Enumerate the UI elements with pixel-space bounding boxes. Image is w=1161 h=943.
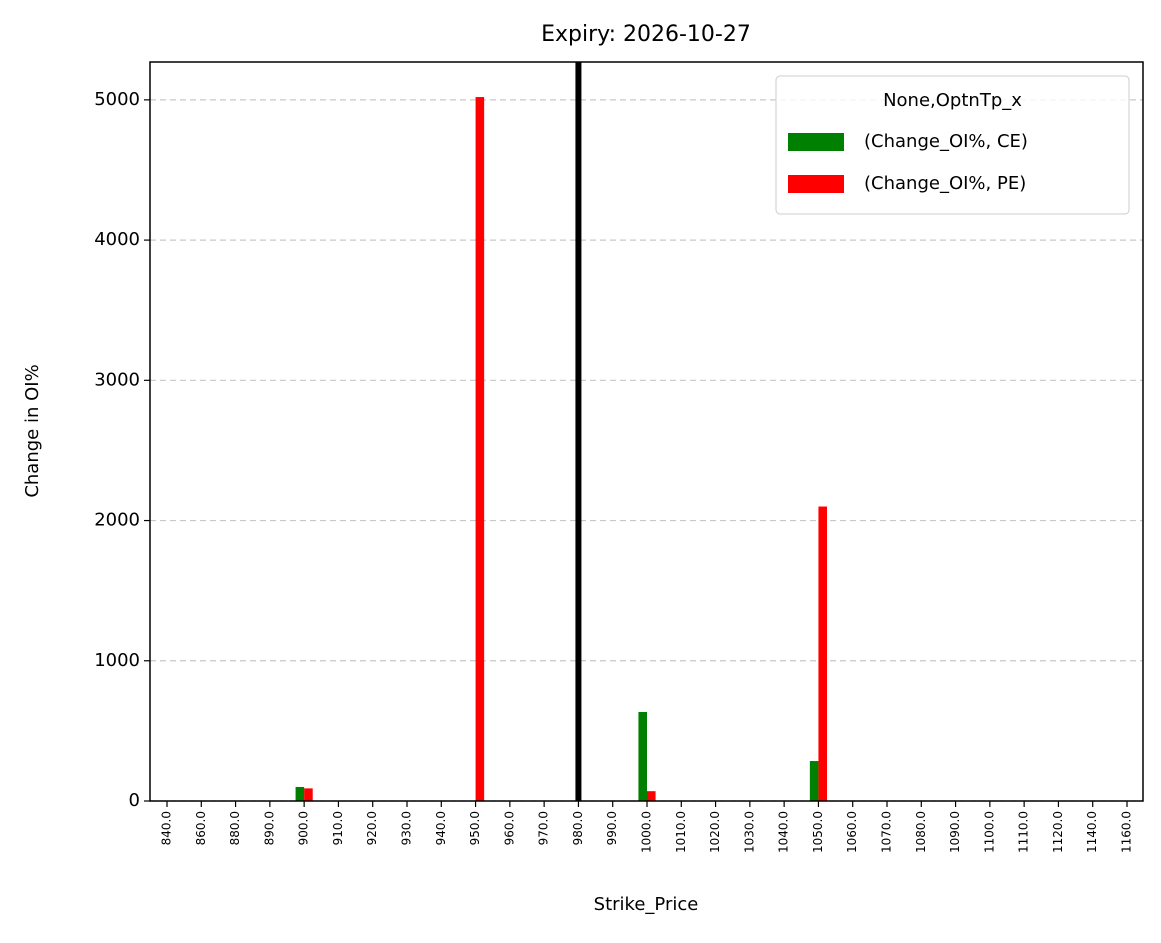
- y-tick-label: 4000: [94, 229, 140, 250]
- x-tick-label: 1010.0: [674, 811, 688, 853]
- bar: [638, 711, 647, 801]
- x-tick-label: 950.0: [468, 811, 482, 845]
- legend-title: None,OptnTp_x: [883, 90, 1022, 111]
- x-tick-label: 1100.0: [982, 811, 996, 853]
- x-tick-label: 980.0: [571, 811, 585, 845]
- y-axis-label: Change in OI%: [22, 364, 43, 497]
- bar: [818, 506, 827, 801]
- y-tick-label: 1000: [94, 650, 140, 671]
- x-tick-label: 990.0: [605, 811, 619, 845]
- x-tick-label: 1140.0: [1085, 811, 1099, 853]
- x-tick-label: 970.0: [537, 811, 551, 845]
- x-tick-label: 1020.0: [708, 811, 722, 853]
- x-tick-label: 920.0: [365, 811, 379, 845]
- legend: None,OptnTp_x (Change_OI%, CE) (Change_OI%…: [775, 75, 1130, 215]
- x-tick-label: 910.0: [331, 811, 345, 845]
- legend-swatch: [788, 133, 844, 151]
- y-tick-label: 5000: [94, 89, 140, 110]
- x-axis-label: Strike_Price: [594, 894, 699, 915]
- x-tick-label: 1030.0: [742, 811, 756, 853]
- bar: [475, 97, 485, 801]
- x-tick-label: 890.0: [262, 811, 276, 845]
- y-tick-label: 2000: [94, 510, 140, 531]
- legend-swatch: [788, 175, 844, 193]
- x-tick-label: 1060.0: [845, 811, 859, 853]
- legend-label: (Change_OI%, CE): [864, 131, 1028, 152]
- x-tick-label: 960.0: [502, 811, 516, 845]
- x-tick-label: 930.0: [400, 811, 414, 845]
- x-tick-label: 860.0: [194, 811, 208, 845]
- chart-title: Expiry: 2026-10-27: [541, 22, 751, 47]
- x-tick-label: 1070.0: [880, 811, 894, 853]
- y-tick-label: 0: [129, 790, 140, 811]
- x-tick-label: 1120.0: [1051, 811, 1065, 853]
- x-tick-label: 1160.0: [1120, 811, 1134, 853]
- x-tick-label: 1000.0: [640, 811, 654, 853]
- x-tick-label: 880.0: [228, 811, 242, 845]
- bar: [809, 761, 819, 801]
- x-tick-label: 840.0: [160, 811, 174, 845]
- x-tick-label: 900.0: [297, 811, 311, 845]
- legend-box: [775, 75, 1130, 215]
- x-tick-label: 1110.0: [1017, 811, 1031, 853]
- bar: [295, 786, 305, 801]
- x-tick-label: 1040.0: [777, 811, 791, 853]
- bar: [304, 788, 313, 801]
- y-tick-label: 3000: [94, 369, 140, 390]
- bar: [647, 791, 656, 801]
- x-tick-label: 1080.0: [914, 811, 928, 853]
- x-tick-label: 1090.0: [948, 811, 962, 853]
- legend-label: (Change_OI%, PE): [864, 173, 1026, 194]
- x-tick-label: 940.0: [434, 811, 448, 845]
- x-tick-label: 1050.0: [811, 811, 825, 853]
- plot-frame: [149, 61, 1144, 802]
